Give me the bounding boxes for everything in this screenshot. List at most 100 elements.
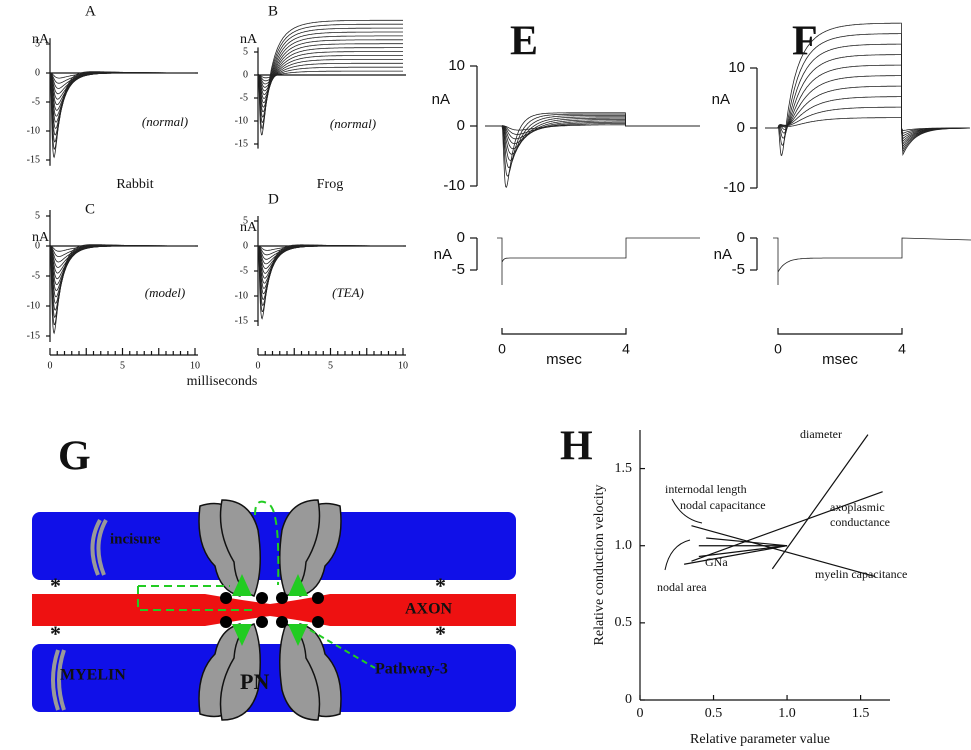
- label: myelin capacitance: [815, 567, 907, 581]
- label: *: [50, 573, 61, 598]
- label: *: [435, 621, 446, 646]
- label: PN: [240, 669, 269, 694]
- label: 1.5: [852, 706, 870, 721]
- trace: [50, 246, 195, 273]
- label: -10: [723, 179, 745, 196]
- trace: [485, 125, 700, 130]
- label: -5: [240, 92, 248, 103]
- label: E: [510, 19, 538, 65]
- trace: [50, 246, 195, 291]
- label: msec: [546, 351, 582, 368]
- label: 0: [774, 341, 782, 357]
- label: nA: [714, 246, 732, 263]
- label-part: axoplasmic: [830, 500, 885, 514]
- series-line: [684, 546, 787, 565]
- label: -10: [27, 300, 40, 311]
- label: nA: [434, 246, 452, 263]
- label: D: [268, 191, 279, 207]
- label: 10: [728, 59, 745, 76]
- label: (TEA): [332, 285, 364, 300]
- label: G: [58, 434, 91, 480]
- label: 0: [737, 229, 745, 246]
- label: 5: [328, 360, 333, 371]
- label: 4: [622, 341, 630, 357]
- label: internodal length: [665, 482, 747, 496]
- time-bar: [502, 328, 626, 334]
- label: 5: [243, 46, 248, 57]
- label: 10: [190, 360, 200, 371]
- label: -10: [235, 290, 248, 301]
- trace: [50, 73, 195, 99]
- label: A: [85, 3, 96, 19]
- label: -5: [452, 261, 465, 278]
- label: nA: [432, 91, 450, 108]
- label: -10: [443, 177, 465, 194]
- label: nodal capacitance: [680, 498, 766, 512]
- label: 0: [35, 67, 40, 78]
- label: 1.5: [615, 461, 633, 476]
- label: B: [268, 3, 278, 19]
- label: 5: [120, 360, 125, 371]
- label: 5: [243, 215, 248, 226]
- label: -15: [235, 138, 248, 149]
- label: *: [50, 621, 61, 646]
- label: 0: [48, 360, 53, 371]
- label: 0.5: [705, 706, 723, 721]
- label: 0: [243, 240, 248, 251]
- label: -5: [32, 96, 40, 107]
- label: Pathway-3: [375, 661, 448, 678]
- label: 0: [457, 229, 465, 246]
- label: 0: [457, 117, 465, 134]
- time-bar: [778, 328, 902, 334]
- series-line: [706, 538, 787, 546]
- label: 10: [398, 360, 408, 371]
- trace: [50, 246, 195, 251]
- trace: [765, 65, 970, 144]
- label: *: [435, 573, 446, 598]
- label: -5: [240, 265, 248, 276]
- trace: [765, 55, 970, 147]
- current-trace: [497, 238, 700, 285]
- label: 0: [737, 119, 745, 136]
- label: 5: [35, 38, 40, 49]
- trace: [50, 73, 195, 78]
- label: msec: [822, 351, 858, 368]
- label: MYELIN: [60, 667, 126, 684]
- label: 4: [898, 341, 906, 357]
- label: 0: [35, 240, 40, 251]
- label: nA: [240, 32, 258, 47]
- label: incisure: [110, 531, 161, 547]
- label-part: conductance: [830, 515, 890, 529]
- label: -10: [27, 125, 40, 136]
- label: milliseconds: [187, 374, 258, 389]
- label: -5: [32, 270, 40, 281]
- label: (model): [145, 285, 185, 300]
- label: 10: [448, 57, 465, 74]
- trace: [485, 114, 700, 176]
- label: AXON: [405, 601, 453, 618]
- label: 0: [625, 692, 632, 707]
- label: 0: [243, 69, 248, 80]
- label: Relative conduction velocity: [592, 485, 607, 646]
- label: H: [560, 424, 593, 470]
- label: Relative parameter value: [690, 732, 830, 747]
- label: 5: [35, 210, 40, 221]
- label: (normal): [330, 116, 376, 131]
- label: Frog: [317, 177, 343, 192]
- label: -15: [27, 330, 40, 341]
- label: -5: [732, 261, 745, 278]
- label: 1.0: [778, 706, 796, 721]
- figure: AnA50-5-10-15(normal)RabbitBnA50-5-10-15…: [0, 0, 971, 750]
- label: 0.5: [615, 615, 633, 630]
- label: 0: [498, 341, 506, 357]
- label: -10: [235, 115, 248, 126]
- label: Rabbit: [116, 177, 153, 192]
- trace: [258, 246, 403, 269]
- label: -15: [235, 315, 248, 326]
- label: 1.0: [615, 538, 633, 553]
- label: 0: [637, 706, 644, 721]
- label: nodal area: [657, 580, 707, 594]
- label: (normal): [142, 114, 188, 129]
- label: 0: [256, 360, 261, 371]
